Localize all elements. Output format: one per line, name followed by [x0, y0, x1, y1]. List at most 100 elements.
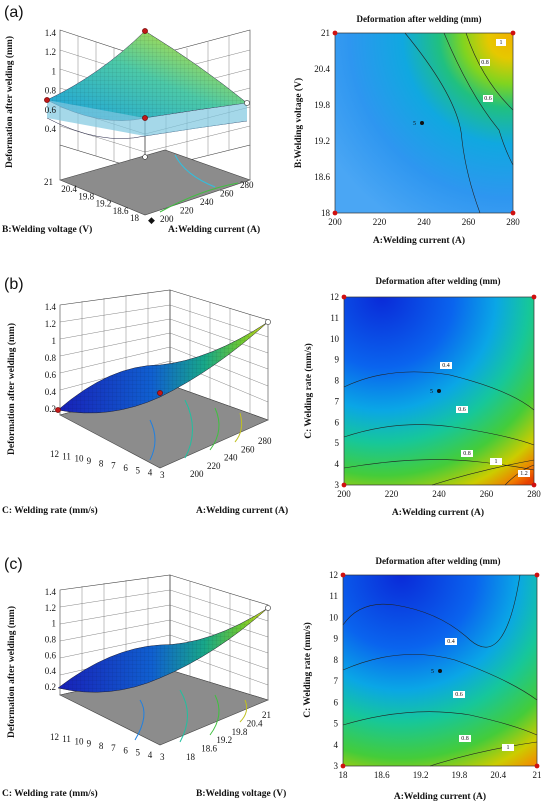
contour-label: 0.6 — [458, 407, 466, 413]
z-tick: 1.2 — [45, 47, 56, 57]
design-points-a — [44, 28, 148, 121]
contour-label: 0.6 — [484, 96, 492, 102]
z-tick: 1.4 — [45, 302, 57, 312]
z-tick: 0.4 — [45, 666, 57, 676]
x-axis-label-a: A:Welding current (A) — [168, 224, 260, 235]
y-tick: 20.4 — [314, 64, 330, 74]
x-tick: 21 — [533, 770, 542, 780]
z-axis-label-c: Deformation after welding (mm) — [6, 606, 17, 738]
x-tick: 240 — [432, 489, 446, 499]
y-tick: 19.8 — [78, 191, 94, 201]
y-tick: 7 — [334, 676, 339, 686]
contour-label-box — [461, 450, 473, 457]
contour-label: 1 — [500, 40, 503, 46]
y-tick: 18 — [130, 213, 140, 223]
contour-lines-b — [343, 371, 535, 486]
contour-xlabel-a: A:Welding current (A) — [373, 235, 465, 246]
x-tick: 200 — [160, 214, 174, 224]
x-tick: 260 — [241, 444, 255, 454]
y-tick: 9 — [87, 739, 92, 749]
y-tick: 10 — [329, 612, 339, 622]
y-tick: 8 — [99, 458, 104, 468]
y-tick: 10 — [74, 454, 84, 464]
z-tick: 1.2 — [45, 319, 56, 329]
contour-title-c: Deformation after welding (mm) — [375, 556, 500, 566]
x-tick: 260 — [462, 217, 476, 227]
contour-plot-c: Deformation after welding (mm) 0.4 0.6 0.8… — [302, 556, 542, 802]
x-tick: 280 — [258, 436, 272, 446]
x-tick: 200 — [337, 489, 351, 499]
y-tick: 12 — [329, 570, 338, 580]
contour-title-a: Deformation after welding (mm) — [356, 14, 481, 24]
x-tick: 280 — [240, 180, 254, 190]
x-tick: 18 — [186, 752, 196, 762]
contour-label-box — [453, 691, 465, 698]
z-tick: 1 — [52, 336, 57, 346]
contour-label-box — [502, 744, 514, 751]
z-tick: 1 — [52, 66, 57, 76]
panel-label-b: (b) — [4, 276, 24, 293]
y-tick: 18 — [321, 208, 331, 218]
contour-label-box — [445, 638, 457, 645]
contour-label: 1 — [495, 459, 498, 465]
x-tick: 280 — [506, 217, 520, 227]
contour-label: 0.8 — [461, 736, 469, 742]
contour-xlabel-c: A:Welding current (A) — [394, 791, 486, 802]
panel-label-c: (c) — [4, 556, 23, 573]
y-tick: 10 — [74, 736, 84, 746]
center-point-label-a: 5 — [413, 121, 416, 127]
x-tick: 280 — [527, 489, 541, 499]
y-tick: 6 — [335, 417, 340, 427]
x-tick: 240 — [224, 453, 238, 463]
y-tick: 10 — [330, 334, 340, 344]
design-point — [142, 154, 148, 160]
x-tick: 18.6 — [374, 770, 390, 780]
x-tick: 240 — [417, 217, 431, 227]
design-point — [142, 115, 148, 121]
y-tick: 8 — [335, 376, 340, 386]
contour-lines-a — [404, 32, 514, 214]
svg-text:5: 5 — [430, 389, 433, 395]
contour-ylabel-c: C: Welding rate (mm/s) — [302, 622, 313, 718]
x-tick: 240 — [200, 197, 214, 207]
y-tick: 3 — [334, 761, 339, 771]
y-axis-label-c: C: Welding rate (mm/s) — [2, 788, 98, 799]
y-tick: 21 — [44, 177, 53, 187]
contour-label: 1.2 — [520, 471, 528, 477]
design-point — [44, 97, 50, 103]
y-tick: 8 — [99, 741, 104, 751]
y-tick: 5 — [335, 438, 340, 448]
design-point — [244, 100, 250, 106]
y-tick: 7 — [111, 461, 116, 471]
contour-ylabel-a: B:Welding voltage (V) — [293, 78, 304, 168]
y-tick: 12 — [50, 449, 59, 459]
y-tick: 5 — [136, 465, 141, 475]
x-tick: 200 — [190, 469, 204, 479]
x-tick: 20.4 — [490, 770, 506, 780]
x-tick: 220 — [373, 217, 387, 227]
y-tick: 9 — [334, 634, 339, 644]
z-tick: 0.6 — [45, 370, 57, 380]
z-tick: 1.4 — [45, 28, 57, 38]
y-tick: 6 — [123, 463, 128, 473]
svg-text:◆: ◆ — [148, 215, 155, 225]
z-tick: 0.2 — [45, 682, 56, 692]
x-tick: 220 — [385, 489, 399, 499]
y-tick: 18.6 — [113, 206, 129, 216]
y-tick: 6 — [123, 745, 128, 755]
y-tick: 7 — [111, 743, 116, 753]
contour-label-box — [480, 59, 490, 66]
contour-label-box — [518, 470, 530, 477]
z-tick: 0.6 — [45, 105, 57, 115]
y-tick: 5 — [136, 748, 141, 758]
contour-label: 0.4 — [442, 363, 450, 369]
y-tick: 3 — [335, 480, 340, 490]
floor-contours-a — [159, 154, 239, 213]
contour-label-box — [440, 362, 452, 369]
z-tick: 0.6 — [45, 650, 57, 660]
y-tick: 19.2 — [314, 136, 330, 146]
contour-xlabel-b: A:Welding current (A) — [392, 507, 484, 518]
y-tick: 6 — [334, 697, 339, 707]
y-tick: 21 — [321, 28, 330, 38]
